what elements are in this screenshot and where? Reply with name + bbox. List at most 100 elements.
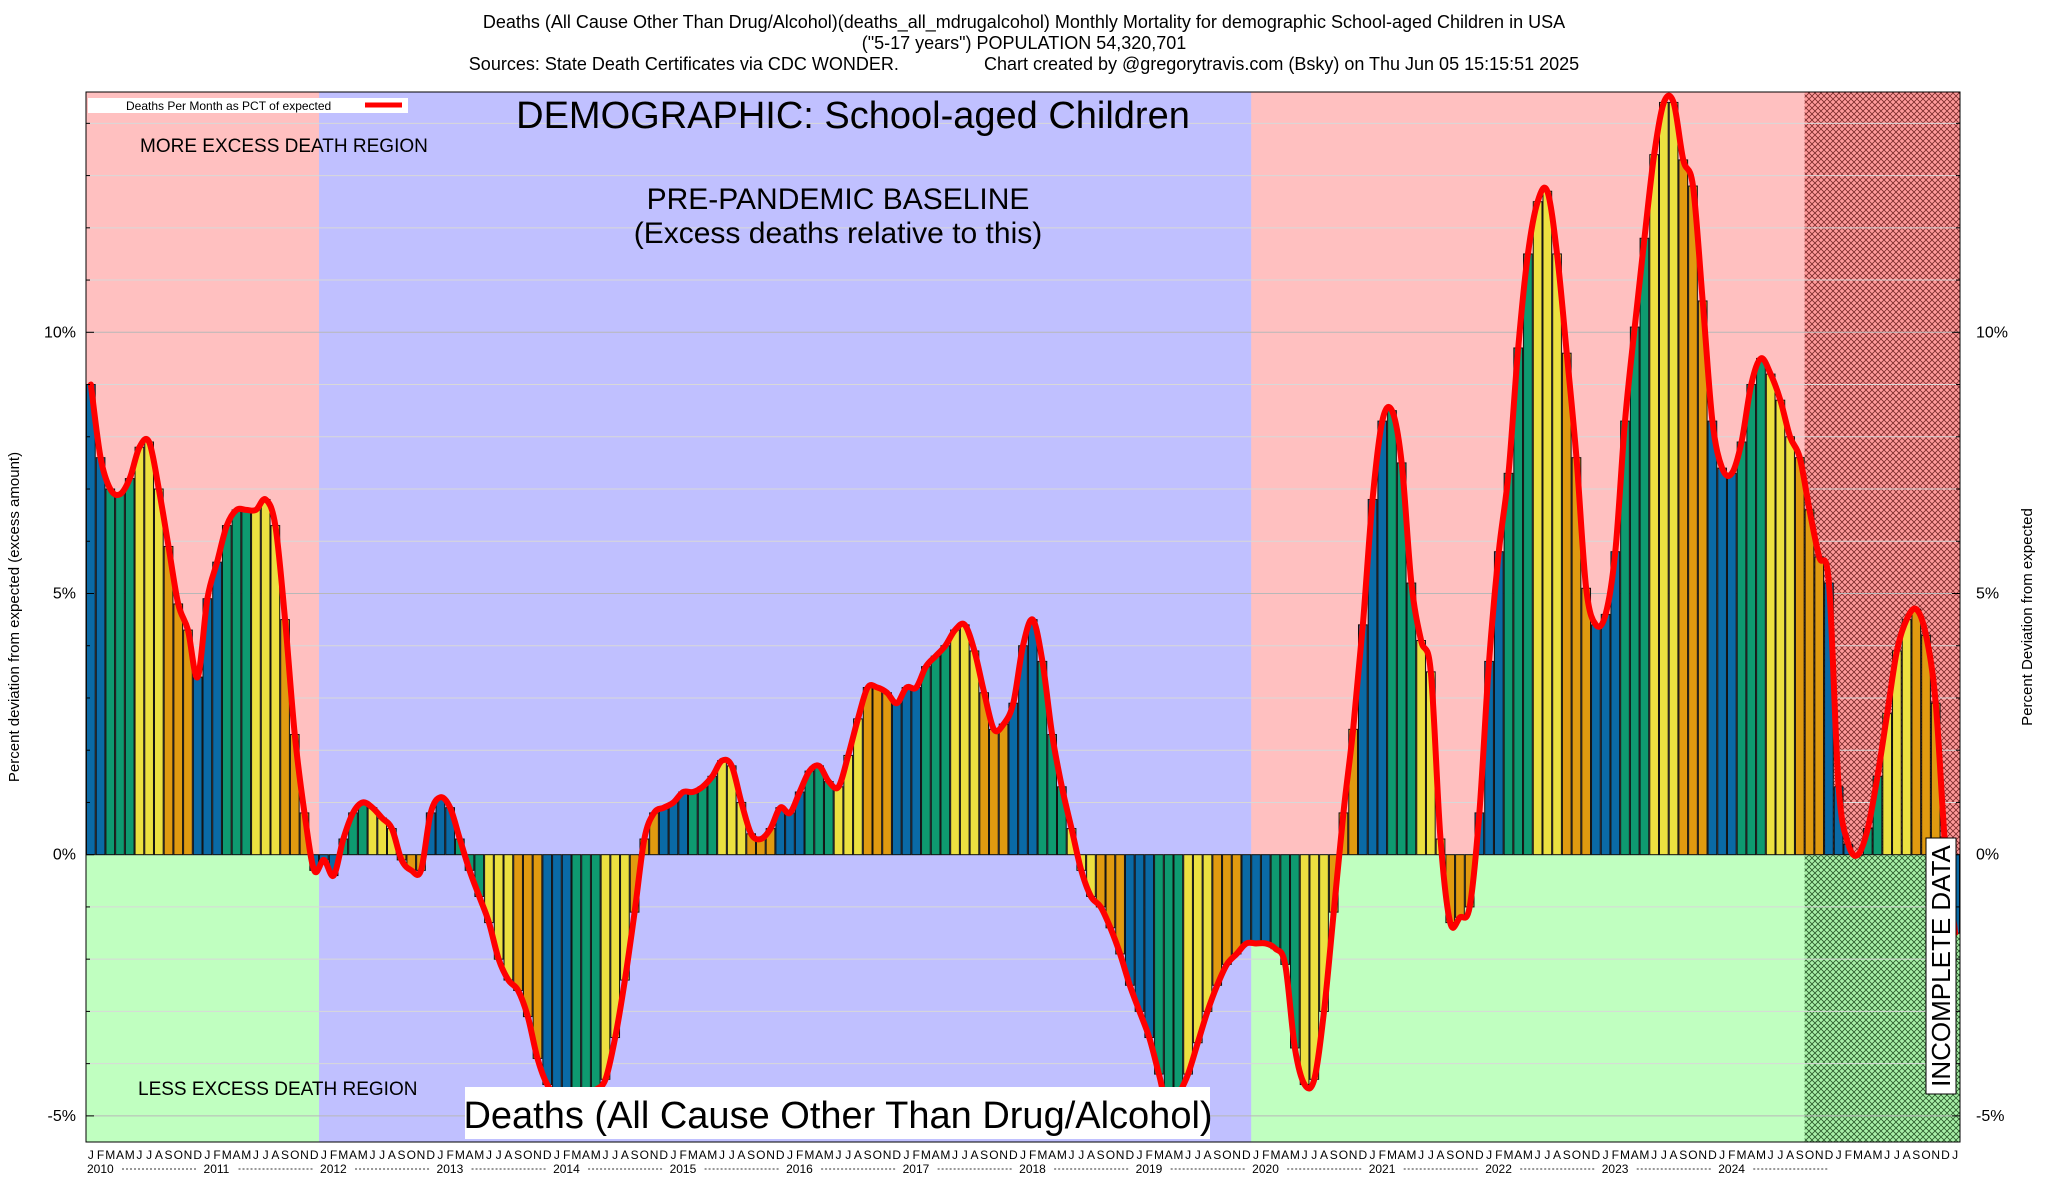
month-tick-label: J: [1302, 1148, 1308, 1162]
data-bar: [357, 801, 368, 856]
month-tick-label: S: [514, 1148, 522, 1162]
data-bar: [503, 854, 514, 981]
month-tick-label: A: [1281, 1148, 1289, 1162]
month-tick-label: J: [670, 1148, 676, 1162]
data-bar: [872, 687, 883, 856]
month-tick-label: A: [1903, 1148, 1911, 1162]
month-tick-label: O: [873, 1148, 882, 1162]
month-tick-label: A: [1437, 1148, 1445, 1162]
data-bar: [105, 488, 116, 856]
month-tick-label: J: [1894, 1148, 1900, 1162]
month-tick-label: J: [379, 1148, 385, 1162]
month-tick-label: O: [174, 1148, 183, 1162]
data-bar: [1785, 436, 1795, 856]
month-tick-label: M: [1872, 1148, 1882, 1162]
month-tick-label: A: [1165, 1148, 1173, 1162]
data-bar: [1523, 253, 1533, 856]
month-tick-label: J: [554, 1148, 560, 1162]
month-tick-label: M: [1737, 1148, 1747, 1162]
month-tick-label: S: [1679, 1148, 1687, 1162]
baseline-region: [319, 92, 1252, 1142]
data-bar: [823, 781, 834, 856]
month-tick-label: A: [155, 1148, 163, 1162]
data-bar: [1183, 854, 1193, 1075]
month-tick-label: M: [1387, 1148, 1397, 1162]
chart-source-line: Sources: State Death Certificates via CD…: [468, 54, 1580, 74]
data-bar: [1581, 587, 1592, 856]
baseline-title: PRE-PANDEMIC BASELINE: [647, 183, 1030, 216]
month-tick-label: J: [1719, 1148, 1725, 1162]
month-tick-label: A: [466, 1148, 474, 1162]
month-tick-label: A: [737, 1148, 745, 1162]
y-tick-label-left: 0%: [53, 847, 76, 864]
month-tick-label: M: [222, 1148, 232, 1162]
month-tick-label: O: [1222, 1148, 1231, 1162]
month-tick-label: M: [571, 1148, 581, 1162]
data-bar: [1591, 624, 1601, 856]
data-bar: [600, 854, 611, 1080]
month-tick-label: A: [1553, 1148, 1561, 1162]
month-tick-label: F: [1495, 1148, 1502, 1162]
legend-box: [88, 98, 408, 113]
data-bar: [697, 786, 708, 856]
month-tick-label: M: [1290, 1148, 1300, 1162]
month-tick-label: S: [1213, 1148, 1221, 1162]
data-bar: [1697, 300, 1708, 856]
month-tick-label: S: [1563, 1148, 1571, 1162]
month-tick-label: M: [474, 1148, 484, 1162]
data-bar: [1270, 854, 1281, 950]
year-tick-label: 2012: [320, 1162, 347, 1176]
month-tick-label: A: [1670, 1148, 1678, 1162]
data-bar: [1542, 190, 1553, 856]
month-tick-label: J: [602, 1148, 608, 1162]
data-bar: [134, 446, 145, 856]
data-bar: [1192, 854, 1203, 1044]
month-tick-label: F: [913, 1148, 920, 1162]
data-bar: [1726, 472, 1737, 856]
month-tick-label: J: [486, 1148, 492, 1162]
data-bar: [231, 509, 242, 856]
data-bar: [561, 854, 572, 1096]
incomplete-data-label: INCOMPLETE DATA: [1926, 844, 1956, 1086]
data-bar: [532, 854, 543, 1059]
month-tick-label: M: [824, 1148, 834, 1162]
month-tick-label: A: [854, 1148, 862, 1162]
month-tick-label: S: [1330, 1148, 1338, 1162]
data-bar: [1649, 154, 1659, 856]
month-tick-label: F: [1612, 1148, 1619, 1162]
demographic-title: DEMOGRAPHIC: School-aged Children: [516, 95, 1190, 137]
data-bar: [998, 723, 1009, 856]
month-tick-label: F: [330, 1148, 337, 1162]
month-tick-label: J: [496, 1148, 502, 1162]
month-tick-label: J: [1185, 1148, 1191, 1162]
y-axis-title-left: Percent deviation from expected (excess …: [6, 452, 23, 782]
month-tick-label: D: [776, 1148, 785, 1162]
data-bar: [435, 796, 446, 856]
month-tick-label: J: [1370, 1148, 1376, 1162]
y-tick-label-right: 10%: [1976, 324, 2008, 341]
month-tick-label: M: [1406, 1148, 1416, 1162]
month-tick-label: J: [719, 1148, 725, 1162]
data-bar: [163, 545, 174, 856]
data-bar: [1134, 854, 1145, 1012]
month-tick-label: N: [650, 1148, 659, 1162]
month-tick-label: J: [612, 1148, 618, 1162]
month-tick-label: O: [1805, 1148, 1814, 1162]
data-bar: [658, 807, 669, 856]
month-tick-label: J: [952, 1148, 958, 1162]
year-tick-label: 2015: [670, 1162, 697, 1176]
data-bar: [1212, 854, 1223, 986]
month-tick-label: J: [1777, 1148, 1783, 1162]
month-tick-label: M: [1523, 1148, 1533, 1162]
month-tick-label: M: [1270, 1148, 1280, 1162]
month-tick-label: A: [116, 1148, 124, 1162]
data-bar: [1260, 854, 1271, 944]
data-bar: [1668, 101, 1679, 856]
month-tick-label: D: [543, 1148, 552, 1162]
month-tick-label: J: [1311, 1148, 1317, 1162]
data-bar: [1561, 352, 1572, 856]
y-tick-label-left: 10%: [44, 324, 76, 341]
month-tick-label: A: [621, 1148, 629, 1162]
month-tick-label: A: [1747, 1148, 1755, 1162]
data-bar: [950, 629, 960, 856]
